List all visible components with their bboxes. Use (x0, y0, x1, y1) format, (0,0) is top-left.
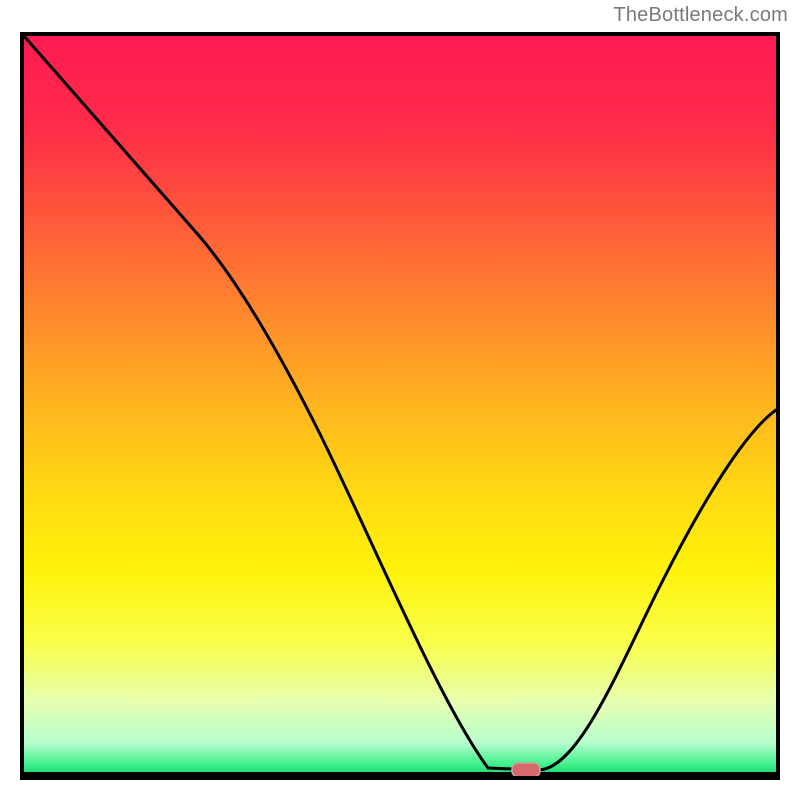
chart-container: TheBottleneck.com (0, 0, 800, 800)
plot-area (18, 30, 782, 782)
chart-svg (18, 30, 782, 782)
attribution-text: TheBottleneck.com (613, 4, 788, 27)
